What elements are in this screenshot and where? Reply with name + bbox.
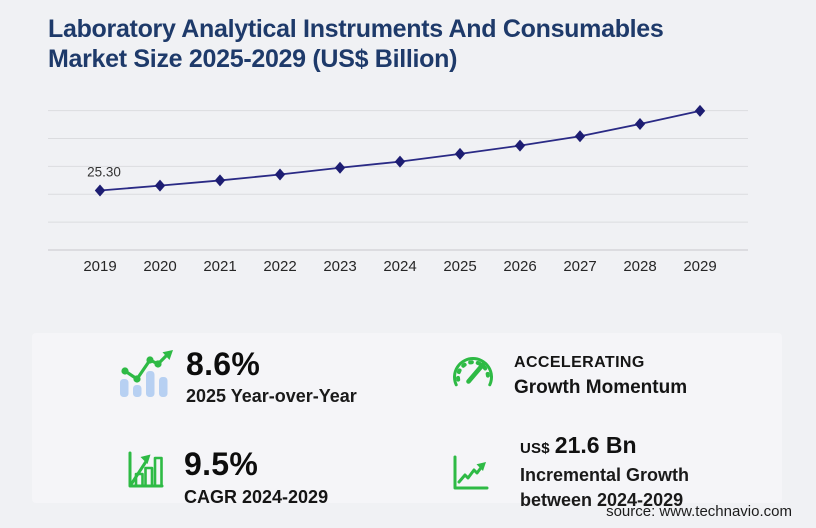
svg-text:25.30: 25.30 (87, 165, 121, 180)
page-title-line2: Market Size 2025-2029 (US$ Billion) (48, 45, 458, 73)
svg-text:2021: 2021 (203, 258, 236, 275)
bar-growth-icon (128, 451, 164, 488)
cagr-label: CAGR 2024-2029 (184, 487, 329, 507)
svg-text:2029: 2029 (683, 258, 716, 275)
svg-text:2024: 2024 (383, 258, 416, 275)
incremental-value-line: US$ 21.6 Bn (520, 431, 689, 463)
svg-text:2020: 2020 (143, 258, 176, 275)
svg-text:2028: 2028 (623, 258, 656, 275)
stat-momentum: ACCELERATING Growth Momentum (514, 351, 687, 401)
incremental-value: 21.6 Bn (554, 432, 637, 458)
bar-chart-trend-icon (120, 350, 173, 397)
page-title-line1: Laboratory Analytical Instruments And Co… (48, 15, 664, 43)
svg-text:2019: 2019 (83, 258, 116, 275)
incremental-line2: between 2024-2029 (520, 490, 684, 510)
market-line-chart: 2019 2020 2021 2022 2023 2024 2025 2026 2027 2028… (48, 104, 748, 275)
stat-cagr: 9.5% CAGR 2024-2029 (184, 446, 328, 508)
yoy-label: 2025 Year-over-Year (186, 386, 357, 406)
yoy-value: 8.6% (186, 346, 261, 382)
svg-text:2025: 2025 (443, 258, 476, 275)
incremental-currency: US$ (520, 440, 550, 457)
svg-text:2026: 2026 (503, 258, 536, 275)
stat-incremental: US$ 21.6 Bn Incremental Growth between 20… (520, 431, 689, 513)
stat-yoy: 8.6% 2025 Year-over-Year (186, 346, 357, 407)
incremental-line1: Incremental Growth (520, 465, 690, 485)
svg-text:2023: 2023 (323, 258, 356, 275)
cagr-value: 9.5% (184, 446, 259, 482)
svg-text:2022: 2022 (263, 258, 296, 275)
line-growth-icon (453, 455, 489, 490)
svg-text:2027: 2027 (563, 258, 596, 275)
speedometer-icon (453, 357, 493, 387)
source-attribution: source: www.technavio.com (606, 503, 792, 520)
page-title: Laboratory Analytical Instruments And Co… (48, 14, 768, 74)
momentum-line1: ACCELERATING (514, 354, 645, 371)
momentum-line2: Growth Momentum (514, 377, 688, 398)
